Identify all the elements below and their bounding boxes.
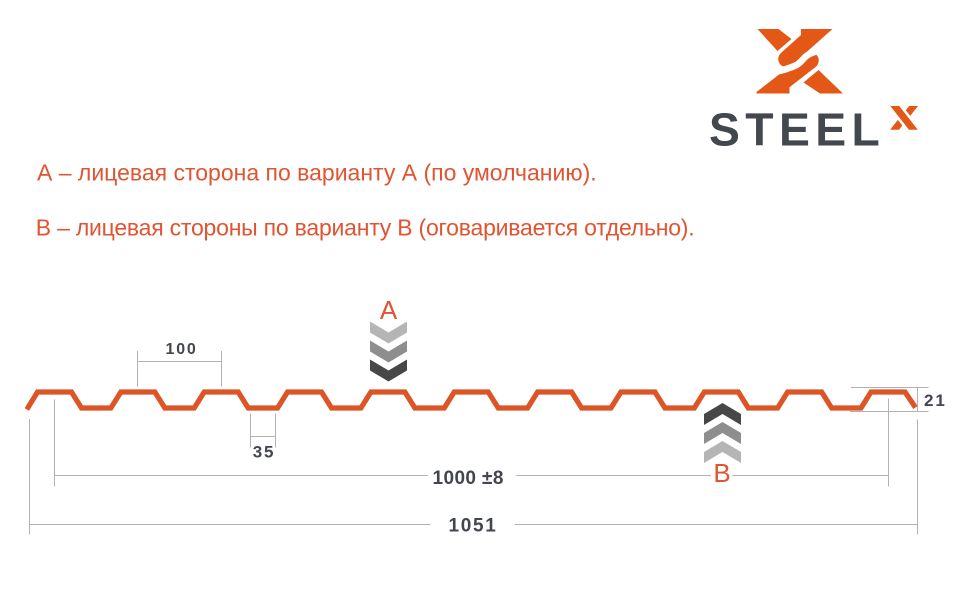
svg-text:1051: 1051 <box>448 516 497 537</box>
svg-text:А: А <box>380 295 398 325</box>
svg-text:100: 100 <box>166 341 198 358</box>
svg-text:А – лицевая сторона по вариант: А – лицевая сторона по варианту А (по ум… <box>37 160 597 186</box>
svg-text:35: 35 <box>253 443 276 462</box>
svg-text:В – лицевая стороны по вариант: В – лицевая стороны по варианту В (огова… <box>36 215 695 241</box>
svg-text:21: 21 <box>924 391 947 410</box>
svg-text:STEEL: STEEL <box>709 104 885 156</box>
svg-text:1000 ±8: 1000 ±8 <box>433 468 504 489</box>
svg-text:В: В <box>713 458 730 488</box>
